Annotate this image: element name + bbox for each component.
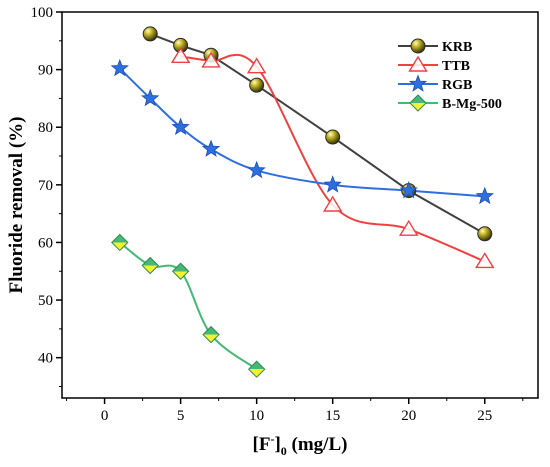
x-tick-label: 25 (477, 408, 492, 424)
data-point-rgb (141, 88, 160, 107)
axes: 0 5 10 15 20 25 40 50 60 70 80 90 100 (31, 5, 524, 424)
data-point-b-mg-500 (141, 256, 159, 275)
data-point-rgb (201, 139, 221, 157)
data-point-b-mg-500 (111, 233, 129, 252)
x-tick-label: 10 (249, 408, 264, 424)
data-point-rgb (399, 180, 418, 199)
x-tick-label: 15 (325, 408, 340, 424)
x-tick-label: 0 (101, 408, 109, 424)
data-point-rgb (247, 160, 266, 179)
x-axis-title: [F-]0 (mg/L) (253, 432, 348, 458)
data-point-b-mg-500 (171, 262, 190, 280)
x-axis-title-bracket: ] (274, 434, 280, 455)
x-tick-label: 5 (177, 408, 185, 424)
data-point-b-mg-500 (202, 325, 220, 344)
y-axis-title: Fluoride removal (%) (6, 117, 27, 294)
data-point-krb (325, 129, 341, 145)
legend-marker-ttb (408, 55, 428, 72)
data-point-krb (477, 226, 493, 242)
legend-label-rgb: RGB (442, 78, 472, 93)
plot-frame (61, 11, 539, 399)
legend-marker-krb (410, 38, 426, 54)
series-markers (110, 26, 495, 378)
y-tick-label: 70 (38, 178, 53, 194)
data-point-ttb (398, 219, 419, 236)
x-axis-title-sub: 0 (281, 444, 287, 458)
y-tick-label: 80 (38, 120, 53, 136)
data-point-rgb (110, 58, 129, 77)
legend-label-b-mg-500: B-Mg-500 (442, 97, 502, 112)
series-line-b-mg-500 (119, 241, 258, 371)
legend-marker-rgb (408, 74, 428, 92)
y-tick-label: 60 (38, 235, 53, 251)
legend-label-ttb: TTB (442, 59, 470, 74)
series-line-rgb (119, 67, 485, 198)
x-axis-title-main: [F (253, 434, 271, 455)
data-point-krb (249, 77, 265, 93)
x-axis-title-sup: - (270, 432, 274, 446)
series-line-krb (149, 32, 486, 235)
x-axis-title-unit: (mg/L) (287, 434, 348, 455)
data-point-ttb (201, 51, 221, 68)
data-point-rgb (323, 175, 342, 193)
data-point-ttb (246, 57, 267, 74)
y-tick-label: 40 (38, 351, 53, 367)
data-point-rgb (475, 186, 494, 205)
data-point-ttb (322, 195, 343, 212)
x-tick-label: 20 (401, 408, 416, 424)
legend-label-krb: KRB (442, 40, 472, 55)
y-tick-label: 90 (38, 63, 53, 79)
y-tick-label: 50 (38, 293, 53, 309)
data-point-rgb (171, 117, 190, 136)
data-point-ttb (170, 47, 191, 64)
data-point-krb (142, 26, 158, 42)
y-tick-label: 100 (31, 5, 54, 21)
legend: KRB TTB RGB B-Mg-500 (398, 38, 502, 112)
legend-marker-b-mg-500 (409, 94, 427, 112)
data-point-b-mg-500 (247, 360, 266, 378)
data-point-ttb (475, 252, 495, 269)
